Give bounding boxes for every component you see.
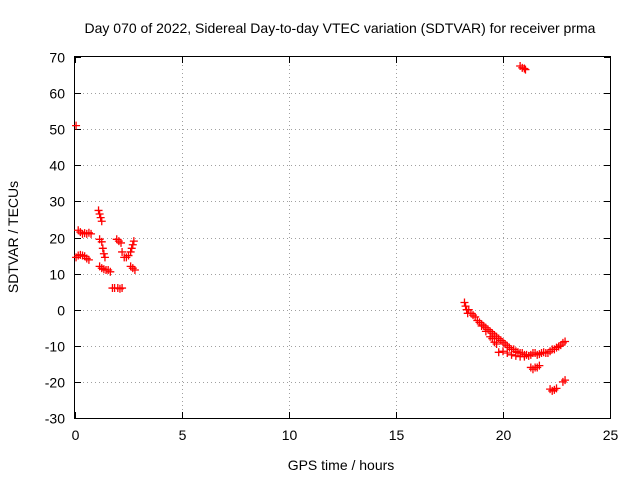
- y-tick-label: 50: [49, 122, 65, 138]
- data-point: [561, 337, 570, 346]
- x-tick-label: 15: [389, 427, 405, 443]
- data-point: [126, 262, 135, 271]
- data-point: [486, 332, 495, 341]
- data-point: [521, 65, 530, 74]
- data-point: [460, 298, 469, 307]
- data-point: [546, 347, 555, 356]
- data-point: [117, 238, 126, 247]
- x-tick-label: 5: [179, 427, 187, 443]
- data-point: [84, 228, 93, 237]
- data-point: [488, 334, 497, 343]
- y-tick-label: 10: [49, 267, 65, 283]
- data-point: [99, 249, 108, 258]
- data-point: [550, 385, 559, 394]
- data-point: [561, 376, 570, 385]
- data-point: [122, 253, 131, 262]
- data-point: [98, 244, 107, 253]
- axis-ticks: 0 5 10 15 20 25 -30 -20 -10 0 10 20 30 40 50 60 70: [45, 50, 619, 444]
- data-point: [128, 240, 137, 249]
- data-point: [505, 343, 514, 352]
- y-tick-label: 30: [49, 194, 65, 210]
- data-point: [84, 255, 93, 264]
- x-tick-label: 10: [282, 427, 298, 443]
- data-point: [499, 338, 507, 347]
- data-point: [96, 213, 105, 222]
- data-point: [76, 228, 85, 237]
- plot-frame: [74, 56, 611, 419]
- data-point: [503, 341, 512, 350]
- data-point: [115, 284, 124, 293]
- data-point: [469, 311, 478, 320]
- data-point: [490, 330, 499, 339]
- data-point: [499, 347, 507, 356]
- data-point: [97, 217, 106, 226]
- data-point: [475, 318, 484, 327]
- data-point: [118, 284, 127, 293]
- data-point: [97, 237, 106, 246]
- data-point: [130, 265, 139, 274]
- data-points: [72, 62, 570, 395]
- y-tick-label: 70: [49, 50, 65, 66]
- y-axis-label: SDTVAR / TECUs: [5, 181, 21, 293]
- data-point: [552, 384, 561, 393]
- data-point: [543, 349, 552, 358]
- data-point: [97, 264, 106, 273]
- data-point: [535, 350, 544, 359]
- data-point: [473, 316, 482, 325]
- chart-title: Day 070 of 2022, Sidereal Day-to-day VTE…: [85, 20, 596, 36]
- data-point: [490, 338, 499, 347]
- grid-lines: [75, 57, 610, 418]
- y-tick-label: -30: [45, 411, 65, 427]
- data-point: [106, 267, 115, 276]
- y-tick-label: 20: [49, 231, 65, 247]
- data-point: [481, 327, 490, 336]
- data-point: [114, 237, 123, 246]
- x-tick-label: 0: [72, 427, 80, 443]
- data-point: [112, 235, 121, 244]
- data-point: [128, 264, 137, 273]
- data-point: [507, 350, 516, 359]
- data-point: [484, 325, 493, 334]
- data-point: [72, 121, 81, 130]
- data-point: [533, 363, 542, 372]
- data-point: [520, 352, 529, 361]
- data-point: [477, 321, 486, 330]
- data-point: [104, 265, 113, 274]
- x-tick-label: 20: [496, 427, 512, 443]
- y-tick-label: 40: [49, 158, 65, 174]
- y-tick-label: -10: [45, 339, 65, 355]
- data-point: [535, 361, 544, 370]
- data-point: [546, 385, 555, 394]
- data-point: [528, 365, 537, 374]
- y-tick-label: 60: [49, 86, 65, 102]
- data-point: [503, 349, 512, 358]
- data-point: [94, 206, 103, 215]
- data-point: [471, 312, 480, 321]
- data-point: [494, 348, 503, 357]
- x-axis-label: GPS time / hours: [288, 457, 395, 473]
- data-point: [127, 244, 136, 253]
- data-point: [100, 253, 109, 262]
- data-point: [511, 351, 520, 360]
- data-point: [118, 247, 127, 256]
- data-point: [492, 339, 501, 348]
- x-tick-label: 25: [603, 427, 619, 443]
- data-point: [124, 251, 133, 260]
- data-point: [520, 64, 529, 73]
- data-point: [558, 377, 567, 386]
- y-tick-label: -20: [45, 375, 65, 391]
- data-point: [129, 237, 138, 246]
- data-point: [126, 247, 135, 256]
- data-point: [87, 229, 96, 238]
- data-point: [95, 210, 104, 219]
- y-tick-label: 0: [57, 303, 65, 319]
